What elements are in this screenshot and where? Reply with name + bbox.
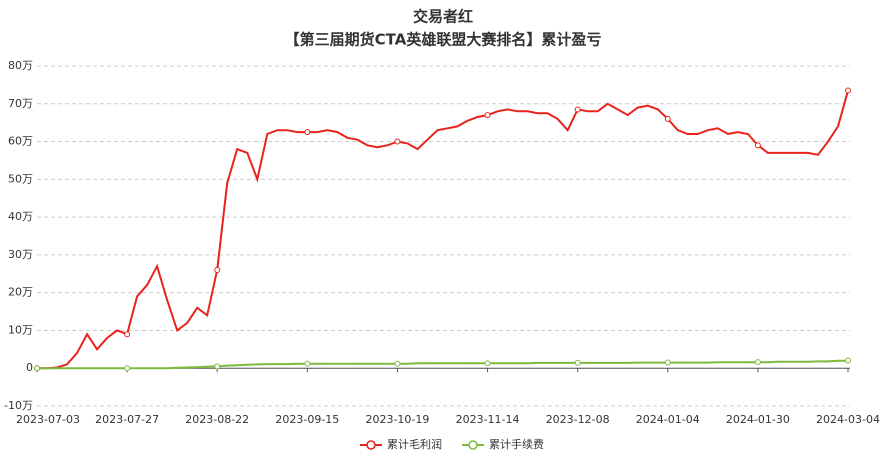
y-tick-label: 0	[26, 361, 33, 374]
y-tick-label: 60万	[8, 135, 33, 148]
point-marker	[124, 331, 131, 338]
y-tick-label: -10万	[4, 399, 33, 412]
point-marker	[484, 112, 491, 119]
y-tick-label: 50万	[8, 172, 33, 185]
legend-marker	[468, 440, 478, 450]
y-tick-label: 20万	[8, 286, 33, 299]
legend-marker	[366, 440, 376, 450]
x-tick-label: 2024-03-04	[816, 413, 880, 426]
legend-label: 累计手续费	[489, 437, 544, 451]
point-marker	[664, 115, 671, 122]
point-marker	[845, 87, 851, 94]
point-marker	[394, 360, 401, 367]
chart-subtitle: 【第三届期货CTA英雄联盟大赛排名】累计盈亏	[285, 31, 602, 49]
y-tick-label: 40万	[8, 210, 33, 223]
point-marker	[845, 357, 851, 364]
y-tick-label: 10万	[8, 323, 33, 336]
x-tick-label: 2024-01-04	[636, 413, 700, 426]
series-line	[37, 90, 849, 370]
y-tick-label: 30万	[8, 248, 33, 261]
point-marker	[124, 365, 131, 372]
x-tick-label: 2023-12-08	[546, 413, 610, 426]
x-tick-label: 2023-07-27	[95, 413, 159, 426]
x-tick-label: 2023-11-14	[456, 413, 520, 426]
point-marker	[574, 359, 581, 366]
x-tick-label: 2023-07-03	[16, 413, 80, 426]
point-marker	[394, 138, 401, 145]
y-tick-label: 80万	[8, 59, 33, 72]
point-marker	[664, 359, 671, 366]
x-tick-label: 2024-01-30	[726, 413, 790, 426]
chart-title: 交易者红	[413, 8, 473, 26]
x-tick-label: 2023-10-19	[365, 413, 429, 426]
legend-label: 累计毛利润	[387, 437, 442, 451]
point-marker	[214, 363, 221, 370]
x-tick-label: 2023-09-15	[275, 413, 339, 426]
y-tick-label: 70万	[8, 97, 33, 110]
point-marker	[484, 360, 491, 367]
point-marker	[574, 106, 581, 113]
point-marker	[754, 359, 761, 366]
point-marker	[304, 360, 311, 367]
x-tick-label: 2023-08-22	[185, 413, 249, 426]
point-marker	[214, 267, 221, 273]
series-line	[37, 359, 848, 370]
point-marker	[304, 129, 311, 136]
point-marker	[34, 365, 40, 372]
point-marker	[754, 142, 761, 149]
